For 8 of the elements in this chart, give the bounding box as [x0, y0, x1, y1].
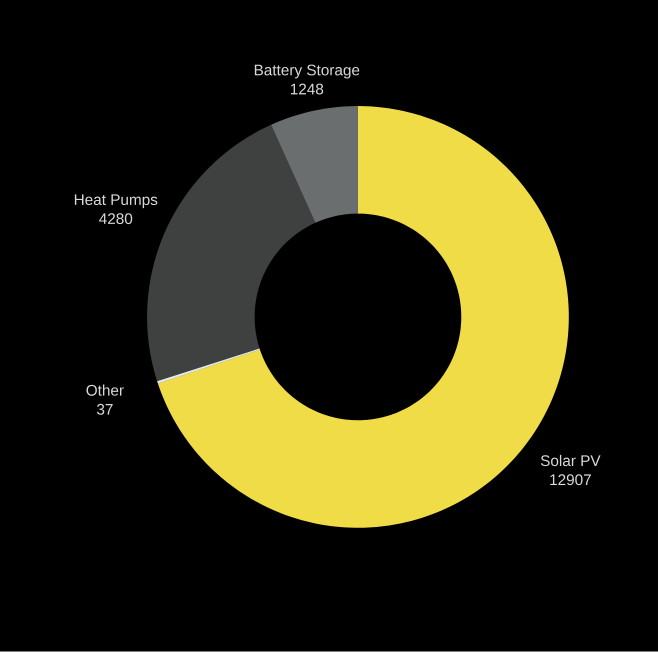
- data-label: 1248: [290, 84, 324, 95]
- data-label: 4280: [99, 213, 132, 224]
- slice-label: Heat Pumps: [74, 194, 158, 208]
- data-label: 37: [96, 404, 113, 415]
- data-label: 12907: [550, 474, 591, 486]
- slice-label: Solar PV: [540, 455, 601, 466]
- slice-label: Other: [86, 384, 124, 396]
- slice-label: Battery Storage: [254, 64, 360, 79]
